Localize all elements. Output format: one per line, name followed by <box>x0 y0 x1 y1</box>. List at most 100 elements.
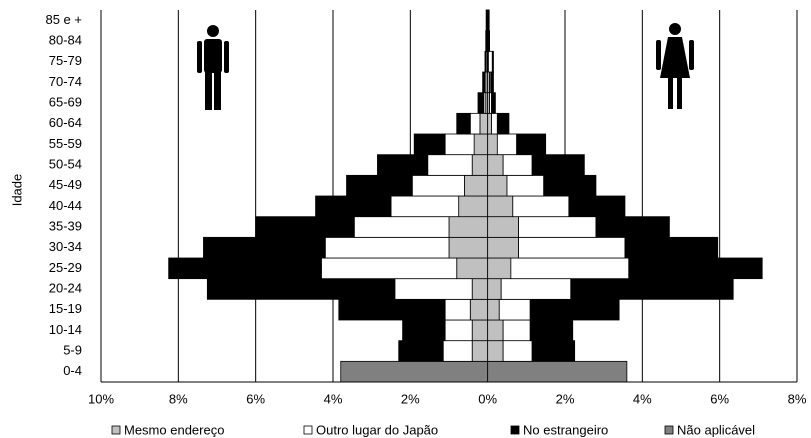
bar-male <box>255 216 355 238</box>
y-axis-label: Idade <box>9 174 24 207</box>
bar-male <box>458 195 489 218</box>
legend-label: Outro lugar do Japão <box>316 422 438 437</box>
legend-swatch <box>111 425 121 435</box>
bar-male <box>471 340 489 362</box>
bar-female <box>487 278 502 300</box>
bar-female <box>500 278 572 300</box>
bar-female <box>518 236 626 259</box>
bar-female <box>487 216 519 238</box>
bar-male <box>340 360 489 383</box>
bar-male <box>206 278 396 300</box>
bar-female <box>491 112 498 135</box>
bar-male <box>413 133 446 156</box>
bar-male <box>427 154 473 176</box>
bar-female <box>487 154 504 176</box>
bar-male <box>444 298 471 321</box>
bar-male <box>444 133 475 156</box>
bar-female <box>487 257 512 280</box>
bar-female <box>488 50 493 73</box>
bar-male <box>402 319 446 342</box>
bar-female <box>502 154 533 176</box>
bar-male <box>471 154 489 176</box>
bar-male <box>473 133 489 156</box>
y-tick-label: 35-39 <box>49 218 82 233</box>
bar-female <box>498 298 531 321</box>
legend-swatch <box>664 425 674 435</box>
y-tick-label: 55-59 <box>49 136 82 151</box>
y-tick-label: 5-9 <box>63 342 82 357</box>
bar-male <box>464 174 489 197</box>
bar-female <box>491 50 494 73</box>
bar-male <box>456 112 471 135</box>
bar-male <box>448 236 489 259</box>
bar-female <box>512 195 570 218</box>
bar-female <box>487 112 492 135</box>
y-tick-label: 45-49 <box>49 177 82 192</box>
y-tick-label: 70-74 <box>49 74 82 89</box>
male-icon <box>197 25 229 110</box>
bar-female <box>487 133 498 156</box>
x-tick-label: 2% <box>556 391 575 406</box>
y-tick-label: 15-19 <box>49 301 82 316</box>
y-tick-label: 30-34 <box>49 239 82 254</box>
bar-male <box>471 278 489 300</box>
bar-female <box>496 133 518 156</box>
y-tick-label: 25-29 <box>49 260 82 275</box>
bar-female <box>518 216 597 238</box>
bar-female <box>570 278 734 300</box>
bar-male <box>484 50 487 73</box>
bar-female <box>487 174 508 197</box>
y-tick-label: 50-54 <box>49 156 82 171</box>
x-tick-label: 8% <box>788 391 807 406</box>
bar-male <box>394 278 473 300</box>
x-tick-label: 4% <box>324 391 343 406</box>
y-tick-label: 85 e + <box>45 12 82 27</box>
bar-male <box>320 257 458 280</box>
bar-female <box>516 133 547 156</box>
bar-female <box>487 236 519 259</box>
bar-female <box>628 257 763 280</box>
bar-male <box>411 174 465 197</box>
bar-female <box>531 340 576 362</box>
bar-female <box>506 174 545 197</box>
y-tick-label: 40-44 <box>49 198 82 213</box>
x-tick-label: 6% <box>710 391 729 406</box>
bar-female <box>531 154 585 176</box>
bar-male <box>353 216 450 238</box>
bar-male <box>482 71 485 94</box>
x-tick-label: 4% <box>633 391 652 406</box>
y-tick-label: 80-84 <box>49 32 82 47</box>
y-tick-label: 75-79 <box>49 53 82 68</box>
bars <box>168 9 763 383</box>
bar-male <box>390 195 460 218</box>
legend-label: Não aplicável <box>677 422 755 437</box>
bar-male <box>471 319 489 342</box>
y-tick-label: 0-4 <box>63 363 82 378</box>
bar-male <box>456 257 489 280</box>
bar-female <box>568 195 626 218</box>
bar-female <box>487 298 500 321</box>
bar-female <box>487 340 504 362</box>
legend-label: Mesmo endereço <box>124 422 224 437</box>
x-tick-label: 0% <box>478 391 497 406</box>
female-icon <box>656 23 694 109</box>
bar-female <box>502 319 531 342</box>
bar-female <box>510 257 630 280</box>
bar-female <box>490 71 494 94</box>
legend-swatch <box>510 425 520 435</box>
bar-male <box>398 340 444 362</box>
bar-male <box>168 257 322 280</box>
bar-female <box>543 174 597 197</box>
bar-male <box>444 319 473 342</box>
bar-male <box>338 298 446 321</box>
bar-female <box>487 360 628 383</box>
bar-male <box>324 236 450 259</box>
bar-male <box>203 236 326 259</box>
bar-male <box>479 112 489 135</box>
bar-male <box>469 298 489 321</box>
bar-male <box>448 216 489 238</box>
bar-female <box>529 319 574 342</box>
bar-female <box>529 298 620 321</box>
bar-female <box>624 236 719 259</box>
